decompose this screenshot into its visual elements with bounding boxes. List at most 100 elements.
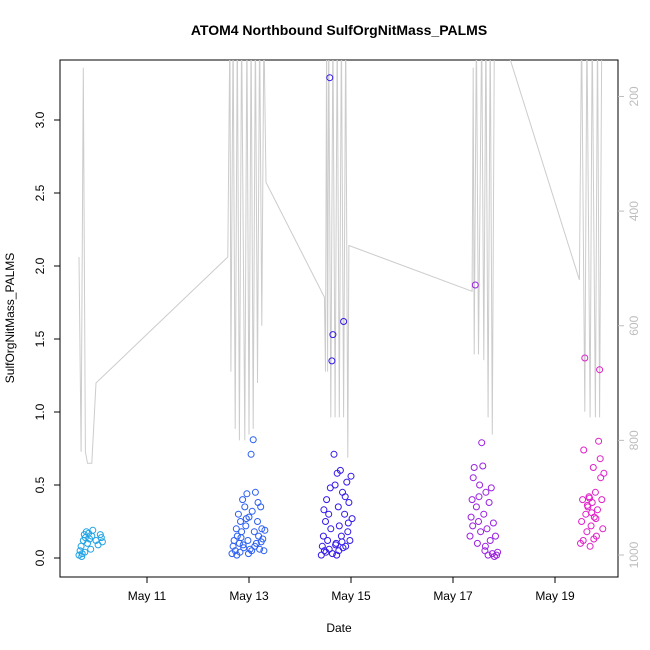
y-axis-label: SulfOrgNitMass_PALMS <box>3 253 17 383</box>
data-point <box>254 499 262 506</box>
data-point <box>588 509 596 517</box>
data-point <box>255 532 263 540</box>
x-axis: May 11 May 13 May 15 May 17 May 19 <box>128 577 575 603</box>
data-point <box>467 513 475 521</box>
data-point <box>239 541 247 549</box>
x-axis-label: Date <box>326 621 352 635</box>
data-point <box>475 493 483 501</box>
data-point <box>590 535 598 543</box>
data-point <box>257 538 265 546</box>
data-point <box>251 542 259 550</box>
data-point <box>324 537 332 544</box>
data-point <box>329 331 337 339</box>
data-point <box>581 354 589 362</box>
right-tick-label: 600 <box>627 315 641 335</box>
data-point <box>242 522 250 530</box>
y-tick-label: 2.5 <box>33 184 47 201</box>
data-point <box>481 542 489 550</box>
data-point <box>494 548 502 556</box>
data-point <box>346 537 354 544</box>
data-point <box>260 547 268 555</box>
data-point <box>249 436 257 444</box>
data-point <box>580 446 588 454</box>
data-point <box>319 532 327 540</box>
data-point <box>89 526 97 534</box>
data-point <box>583 528 591 536</box>
data-point <box>261 526 269 534</box>
data-point <box>320 547 328 555</box>
right-tick-label: 800 <box>627 430 641 450</box>
data-point <box>339 488 346 496</box>
chart-title: ATOM4 Northbound SulfOrgNitMass_PALMS <box>191 22 487 38</box>
y-axis: 0.0 0.5 1.0 1.5 2.0 2.5 3.0 <box>33 111 60 566</box>
data-point <box>347 472 355 480</box>
data-point <box>348 515 356 523</box>
data-point <box>475 518 482 525</box>
data-point <box>341 510 349 518</box>
data-point <box>77 542 85 550</box>
y-tick-label: 2.0 <box>33 257 47 274</box>
data-point <box>243 490 251 498</box>
data-point <box>343 478 351 486</box>
right-tick-label: 200 <box>627 86 641 106</box>
data-point <box>240 544 248 552</box>
data-point <box>596 455 604 463</box>
y-tick-label: 1.5 <box>33 330 47 347</box>
data-point <box>339 544 347 552</box>
data-point <box>340 318 348 325</box>
data-point <box>97 534 105 542</box>
data-point <box>322 518 329 525</box>
y-tick-label: 0.5 <box>33 476 47 493</box>
data-point <box>332 541 340 549</box>
data-point <box>236 548 244 556</box>
x-tick-label: May 13 <box>229 589 269 603</box>
data-point <box>323 496 331 504</box>
data-point <box>81 548 89 556</box>
data-point <box>87 545 95 553</box>
data-point <box>98 538 106 546</box>
y-tick-label: 3.0 <box>33 111 47 128</box>
data-point <box>231 547 239 555</box>
data-point <box>482 488 490 496</box>
data-point <box>479 462 487 470</box>
data-point <box>327 525 335 533</box>
data-point <box>586 542 594 550</box>
data-point <box>476 481 484 489</box>
data-point <box>251 488 259 496</box>
data-point <box>233 532 241 540</box>
data-point <box>583 501 591 509</box>
data-point <box>338 538 346 546</box>
data-point <box>336 466 344 474</box>
data-point <box>472 503 480 511</box>
data-point <box>592 515 600 523</box>
data-point <box>477 528 485 536</box>
data-point <box>330 450 338 458</box>
data-point <box>335 522 343 530</box>
data-point <box>345 499 353 506</box>
data-point <box>328 550 336 558</box>
data-point <box>254 518 261 525</box>
data-point <box>466 532 474 540</box>
data-point <box>344 528 352 536</box>
data-point <box>468 496 476 504</box>
data-point <box>485 499 493 506</box>
data-point <box>471 281 479 289</box>
data-point <box>257 503 265 511</box>
pressure-trace-layer <box>78 60 603 464</box>
data-point <box>598 496 606 504</box>
data-point <box>318 542 326 550</box>
y-tick-label: 1.0 <box>33 403 47 420</box>
data-point <box>469 522 477 530</box>
data-point <box>483 525 491 533</box>
data-point <box>250 528 258 536</box>
data-point <box>341 493 349 501</box>
data-point <box>84 539 91 547</box>
x-tick-label: May 17 <box>433 589 473 603</box>
x-tick-label: May 11 <box>128 589 167 603</box>
data-point <box>469 474 477 482</box>
data-point <box>320 506 328 514</box>
right-tick-label: 1000 <box>627 541 641 568</box>
right-axis: 200 400 600 800 1000 <box>618 86 641 568</box>
data-point <box>248 507 256 515</box>
